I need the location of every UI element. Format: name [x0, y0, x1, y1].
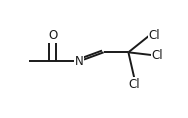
Text: Cl: Cl [149, 30, 160, 42]
Text: N: N [74, 55, 83, 68]
Text: Cl: Cl [128, 78, 140, 91]
Text: O: O [48, 30, 57, 42]
Text: Cl: Cl [152, 48, 163, 62]
